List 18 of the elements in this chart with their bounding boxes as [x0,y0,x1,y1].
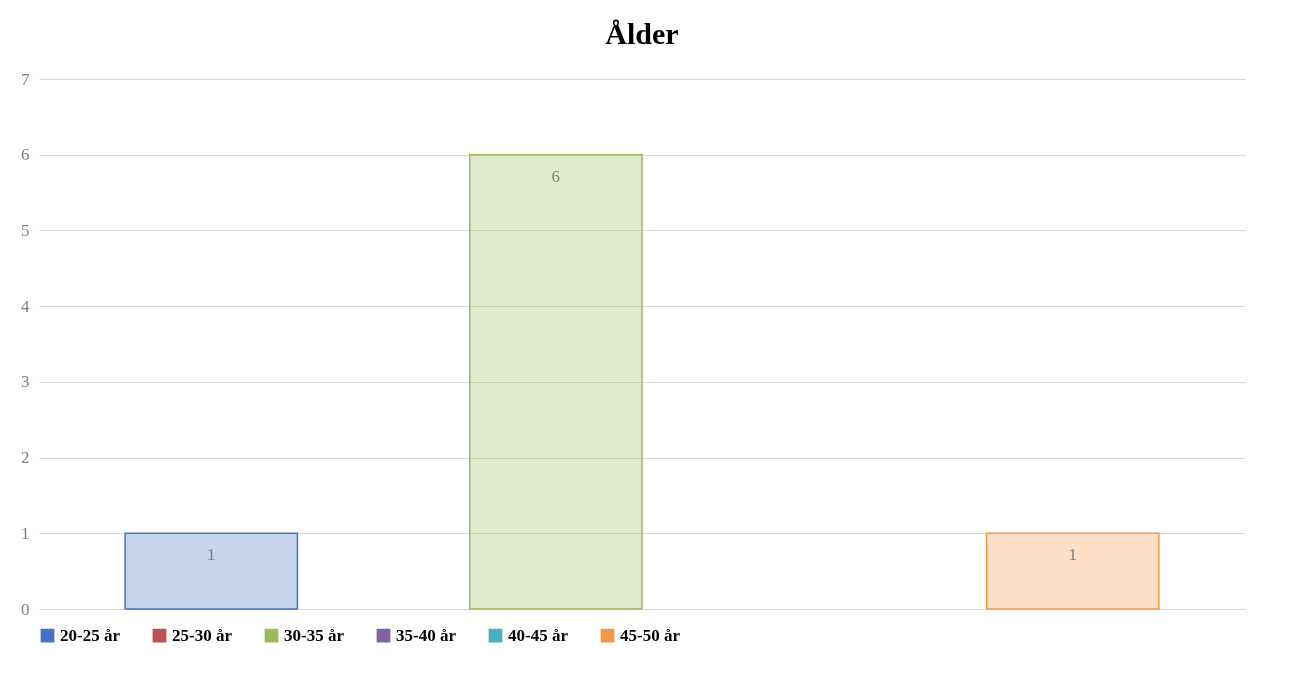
y-tick-label: 3 [21,372,30,392]
legend-label: 30-35 år [284,625,345,645]
chart-title: Ålder [605,17,679,50]
y-tick-label: 1 [21,523,30,543]
data-label: 6 [551,166,561,186]
y-tick-label: 2 [21,448,30,468]
legend-label: 20-25 år [60,625,121,645]
data-label: 1 [1068,545,1077,565]
legend-label: 45-50 år [620,625,681,645]
legend-label: 25-30 år [172,625,233,645]
y-tick-label: 0 [21,599,30,619]
legend-label: 40-45 år [508,625,569,645]
data-label: 1 [207,545,216,565]
legend-label: 35-40 år [396,625,457,645]
y-tick-label: 6 [21,145,30,165]
y-tick-label: 5 [21,220,30,240]
y-tick-label: 4 [21,296,30,316]
y-tick-label: 7 [21,69,30,89]
